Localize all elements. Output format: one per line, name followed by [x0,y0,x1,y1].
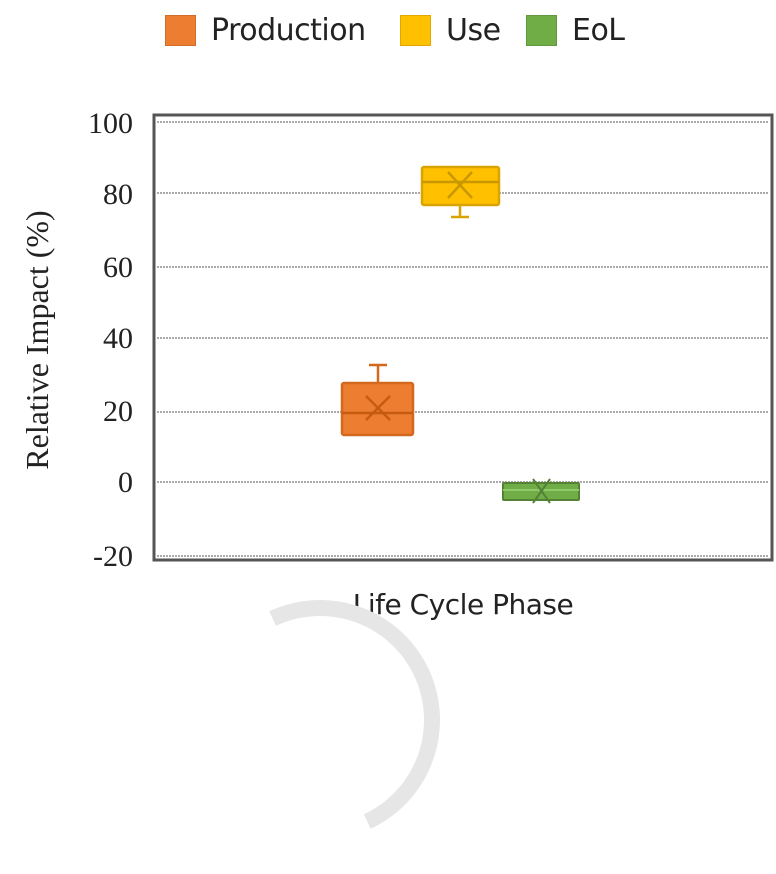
box-production [340,363,415,437]
legend-item-use: Use [400,10,501,50]
legend-label-use: Use [446,12,501,48]
y-tick-100: 100 [88,107,133,140]
y-tick-labels: 100 80 60 40 20 0 -20 [88,107,133,573]
y-tick-neg20: -20 [93,540,133,573]
y-tick-0: 0 [118,466,133,499]
legend-label-production: Production [211,12,366,48]
chart-legend: Production Use EoL [0,10,776,50]
legend-swatch-use [400,14,431,46]
plot-frame [152,113,774,562]
chart-plot: Relative Impact (%) 100 80 60 40 20 0 -2… [19,107,774,573]
box-eol [502,478,580,504]
y-tick-60: 60 [103,251,133,284]
legend-swatch-eol [526,14,557,46]
legend-label-eol: EoL [572,12,625,48]
y-tick-40: 40 [103,322,133,355]
legend-item-eol: EoL [526,10,625,50]
y-tick-20: 20 [103,395,133,428]
legend-item-production: Production [165,10,366,50]
y-tick-80: 80 [103,178,133,211]
legend-swatch-production [165,14,196,46]
y-axis-label: Relative Impact (%) [19,210,55,469]
x-axis-label: Life Cycle Phase [352,588,574,621]
box-use [420,165,501,219]
